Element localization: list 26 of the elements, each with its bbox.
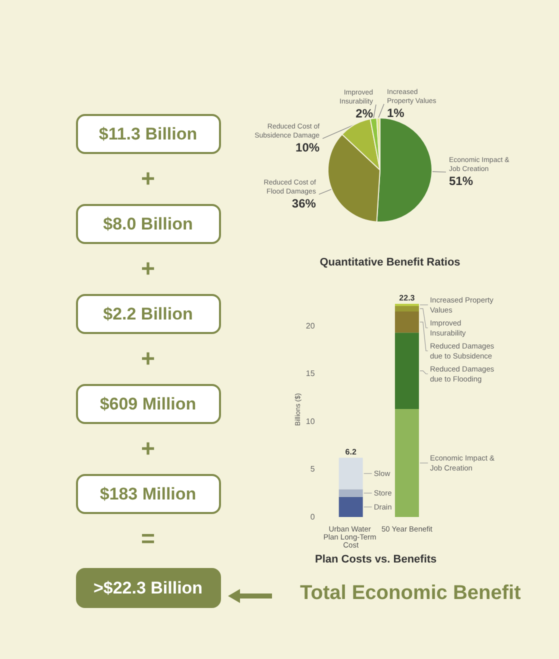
text: + [140, 436, 156, 462]
total-label: 22.3 [399, 293, 416, 302]
y-tick-label: 15 [306, 369, 316, 378]
text: = [140, 526, 156, 552]
text: $183 Million [100, 484, 196, 504]
text: $2.2 Billion [103, 304, 193, 324]
y-tick-label: 5 [310, 464, 316, 474]
y-tick-label: 20 [306, 321, 316, 330]
text: + [140, 256, 156, 282]
y-tick-label: 10 [306, 416, 316, 426]
text: $609 Million [100, 394, 196, 414]
data-label: 10% [296, 140, 320, 155]
data-label: 51% [448, 174, 474, 188]
text: $8.0 Billion [103, 214, 193, 234]
text: Total Economic Benefit [300, 582, 522, 604]
data-label: 2% [356, 106, 374, 121]
text: >$22.3 Billion [93, 578, 203, 598]
total-label: 6.2 [345, 447, 357, 456]
y-tick-label: 0 [310, 512, 316, 522]
text: Plan Costs vs. Benefits [315, 554, 437, 566]
text: + [140, 166, 156, 192]
text: $11.3 Billion [98, 124, 198, 144]
text: Quantitative Benefit Ratios [320, 256, 460, 268]
text: + [140, 346, 156, 372]
data-label: 1% [387, 106, 405, 120]
data-label: 36% [292, 196, 316, 210]
